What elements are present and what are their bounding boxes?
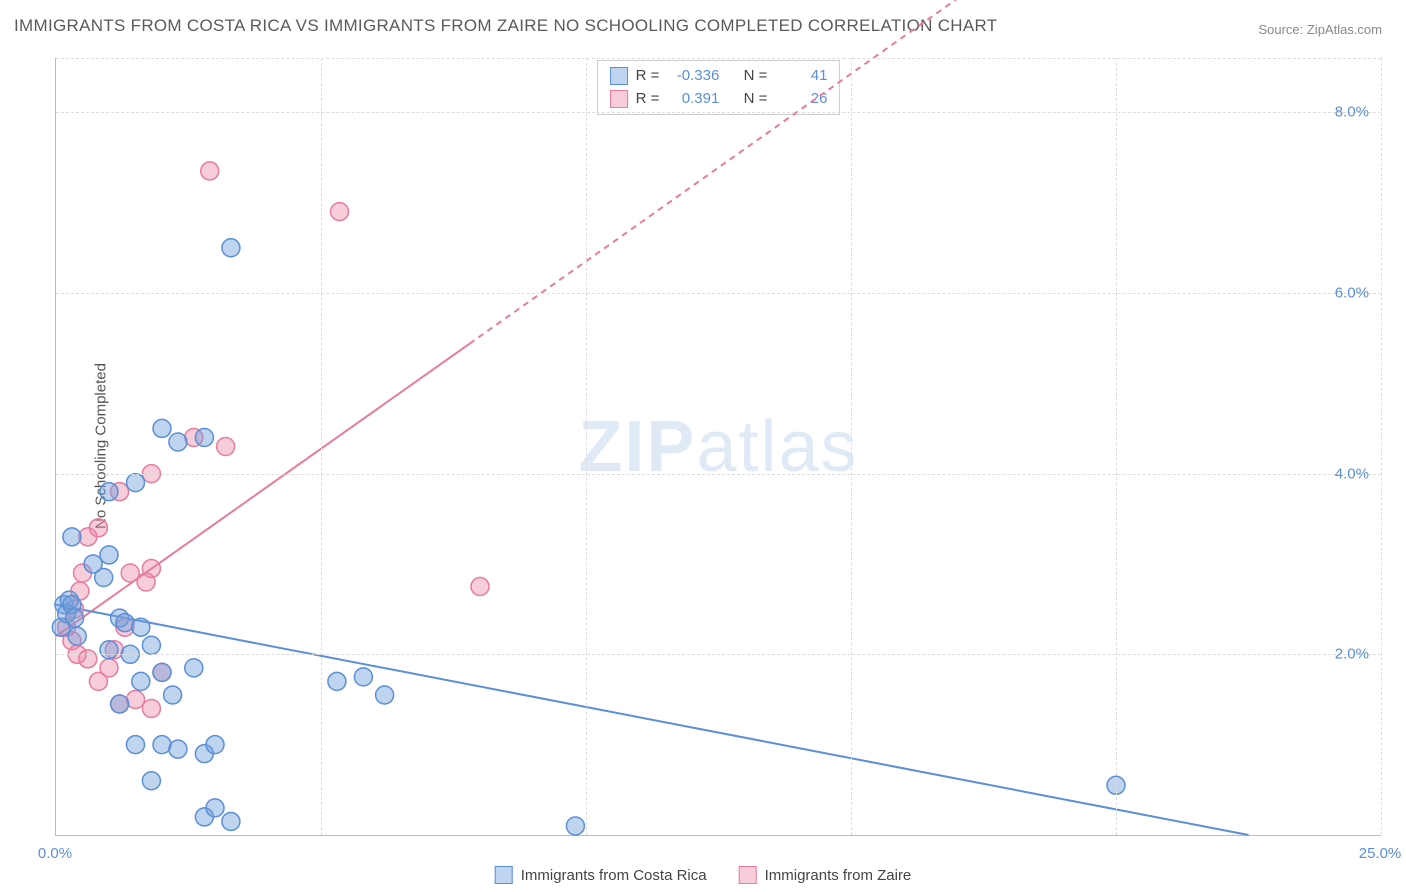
gridline-v — [586, 58, 587, 835]
y-tick-label: 8.0% — [1335, 104, 1369, 121]
source-prefix: Source: — [1258, 22, 1306, 37]
x-tick-label: 0.0% — [38, 845, 72, 862]
scatter-plot-svg — [56, 58, 1381, 835]
series-legend-item-zaire: Immigrants from Zaire — [739, 866, 912, 884]
gridline-v — [321, 58, 322, 835]
gridline-v — [1381, 58, 1382, 835]
series-swatch-zaire — [739, 866, 757, 884]
gridline-h — [56, 474, 1381, 475]
gridline-h — [56, 112, 1381, 113]
y-tick-label: 2.0% — [1335, 646, 1369, 663]
y-tick-label: 4.0% — [1335, 465, 1369, 482]
gridline-v — [851, 58, 852, 835]
series-legend: Immigrants from Costa Rica Immigrants fr… — [495, 866, 912, 884]
series-label-zaire: Immigrants from Zaire — [765, 867, 912, 884]
chart-title: IMMIGRANTS FROM COSTA RICA VS IMMIGRANTS… — [14, 16, 997, 36]
series-swatch-costa-rica — [495, 866, 513, 884]
gridline-h — [56, 293, 1381, 294]
source-attribution: Source: ZipAtlas.com — [1258, 22, 1382, 37]
x-tick-label: 25.0% — [1359, 845, 1402, 862]
plot-area: ZIPatlas R = -0.336 N = 41 R = 0.391 N =… — [55, 58, 1381, 836]
series-label-costa-rica: Immigrants from Costa Rica — [521, 867, 707, 884]
gridline-v — [1116, 58, 1117, 835]
gridline-h — [56, 654, 1381, 655]
gridline-h — [56, 58, 1381, 59]
y-tick-label: 6.0% — [1335, 284, 1369, 301]
series-legend-item-costa-rica: Immigrants from Costa Rica — [495, 866, 707, 884]
source-name: ZipAtlas.com — [1307, 22, 1382, 37]
